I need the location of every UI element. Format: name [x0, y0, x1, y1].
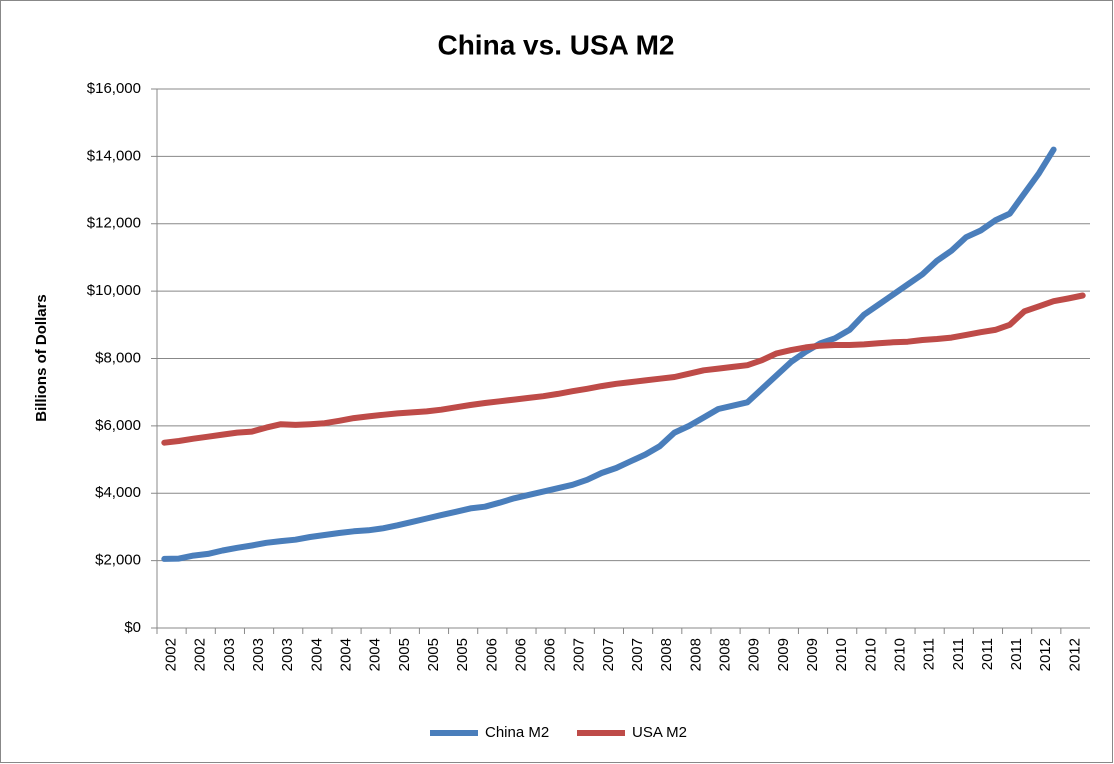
x-tick-label: 2011: [979, 638, 996, 670]
x-tick-label: 2004: [308, 638, 325, 671]
x-tick-label: 2009: [804, 638, 821, 671]
x-tick-label: 2011: [921, 638, 938, 670]
x-tick-label: 2003: [250, 638, 267, 671]
y-tick-label: $2,000: [95, 552, 141, 569]
x-tick-label: 2008: [658, 638, 675, 671]
x-tick-label: 2007: [571, 638, 588, 671]
x-tick-label: 2009: [775, 638, 792, 671]
x-tick-label: 2006: [512, 638, 529, 671]
x-tick-label: 2004: [367, 638, 384, 671]
x-tick-label: 2008: [717, 638, 734, 671]
y-tick-label: $12,000: [87, 215, 141, 232]
series-line: [161, 146, 1057, 562]
x-tick-label: 2004: [337, 638, 354, 671]
x-tick-label: 2011: [950, 638, 967, 670]
x-tick-label: 2012: [1066, 638, 1083, 671]
x-tick-label: 2010: [891, 638, 908, 671]
y-tick-label: $10,000: [87, 282, 141, 299]
x-tick-label: 2007: [629, 638, 646, 671]
x-tick-label: 2009: [746, 638, 763, 671]
chart-title: China vs. USA M2: [437, 29, 674, 60]
x-tick-label: 2006: [483, 638, 500, 671]
y-tick-label: $4,000: [95, 484, 141, 501]
y-axis-label: Billions of Dollars: [33, 294, 50, 422]
x-tick-label: 2005: [454, 638, 471, 671]
x-tick-label: 2012: [1037, 638, 1054, 671]
x-tick-label: 2002: [192, 638, 209, 671]
x-tick-label: 2010: [862, 638, 879, 671]
x-tick-label: 2011: [1008, 638, 1025, 670]
y-tick-label: $6,000: [95, 417, 141, 434]
x-tick-label: 2005: [425, 638, 442, 671]
x-tick-label: 2005: [396, 638, 413, 671]
legend-label: USA M2: [632, 724, 687, 741]
y-tick-label: $0: [124, 619, 141, 636]
series-line: [161, 292, 1086, 446]
y-tick-label: $16,000: [87, 80, 141, 97]
x-tick-label: 2010: [833, 638, 850, 671]
y-tick-label: $8,000: [95, 349, 141, 366]
x-tick-label: 2006: [542, 638, 559, 671]
legend-label: China M2: [485, 724, 549, 741]
x-tick-label: 2002: [163, 638, 180, 671]
y-tick-label: $14,000: [87, 147, 141, 164]
x-tick-label: 2008: [687, 638, 704, 671]
x-tick-label: 2003: [221, 638, 238, 671]
x-tick-label: 2003: [279, 638, 296, 671]
x-tick-label: 2007: [600, 638, 617, 671]
